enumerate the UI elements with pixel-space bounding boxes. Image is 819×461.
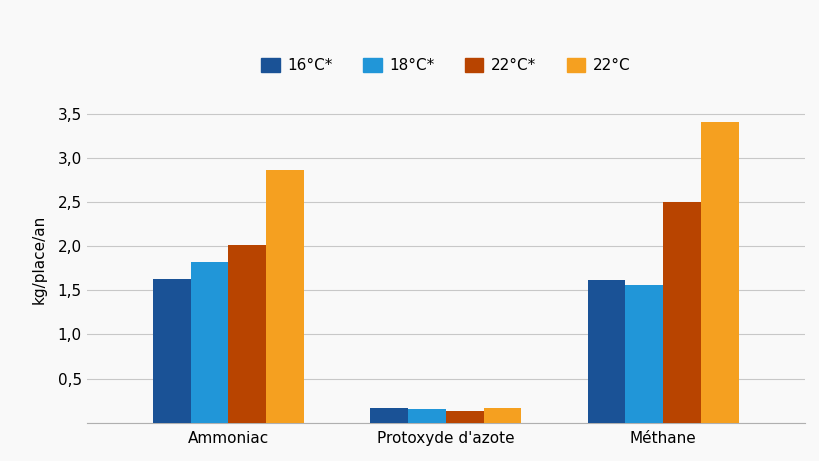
- Bar: [190, 262, 229, 423]
- Y-axis label: kg/place/an: kg/place/an: [31, 215, 47, 304]
- Bar: [663, 202, 700, 423]
- Legend: 16°C*, 18°C*, 22°C*, 22°C: 16°C*, 18°C*, 22°C*, 22°C: [255, 52, 636, 79]
- Bar: [446, 411, 483, 423]
- Bar: [625, 285, 663, 423]
- Bar: [483, 408, 521, 423]
- Bar: [587, 280, 625, 423]
- Bar: [408, 409, 446, 423]
- Bar: [369, 408, 408, 423]
- Bar: [700, 122, 738, 423]
- Bar: [266, 170, 304, 423]
- Bar: [229, 244, 266, 423]
- Bar: [152, 279, 190, 423]
